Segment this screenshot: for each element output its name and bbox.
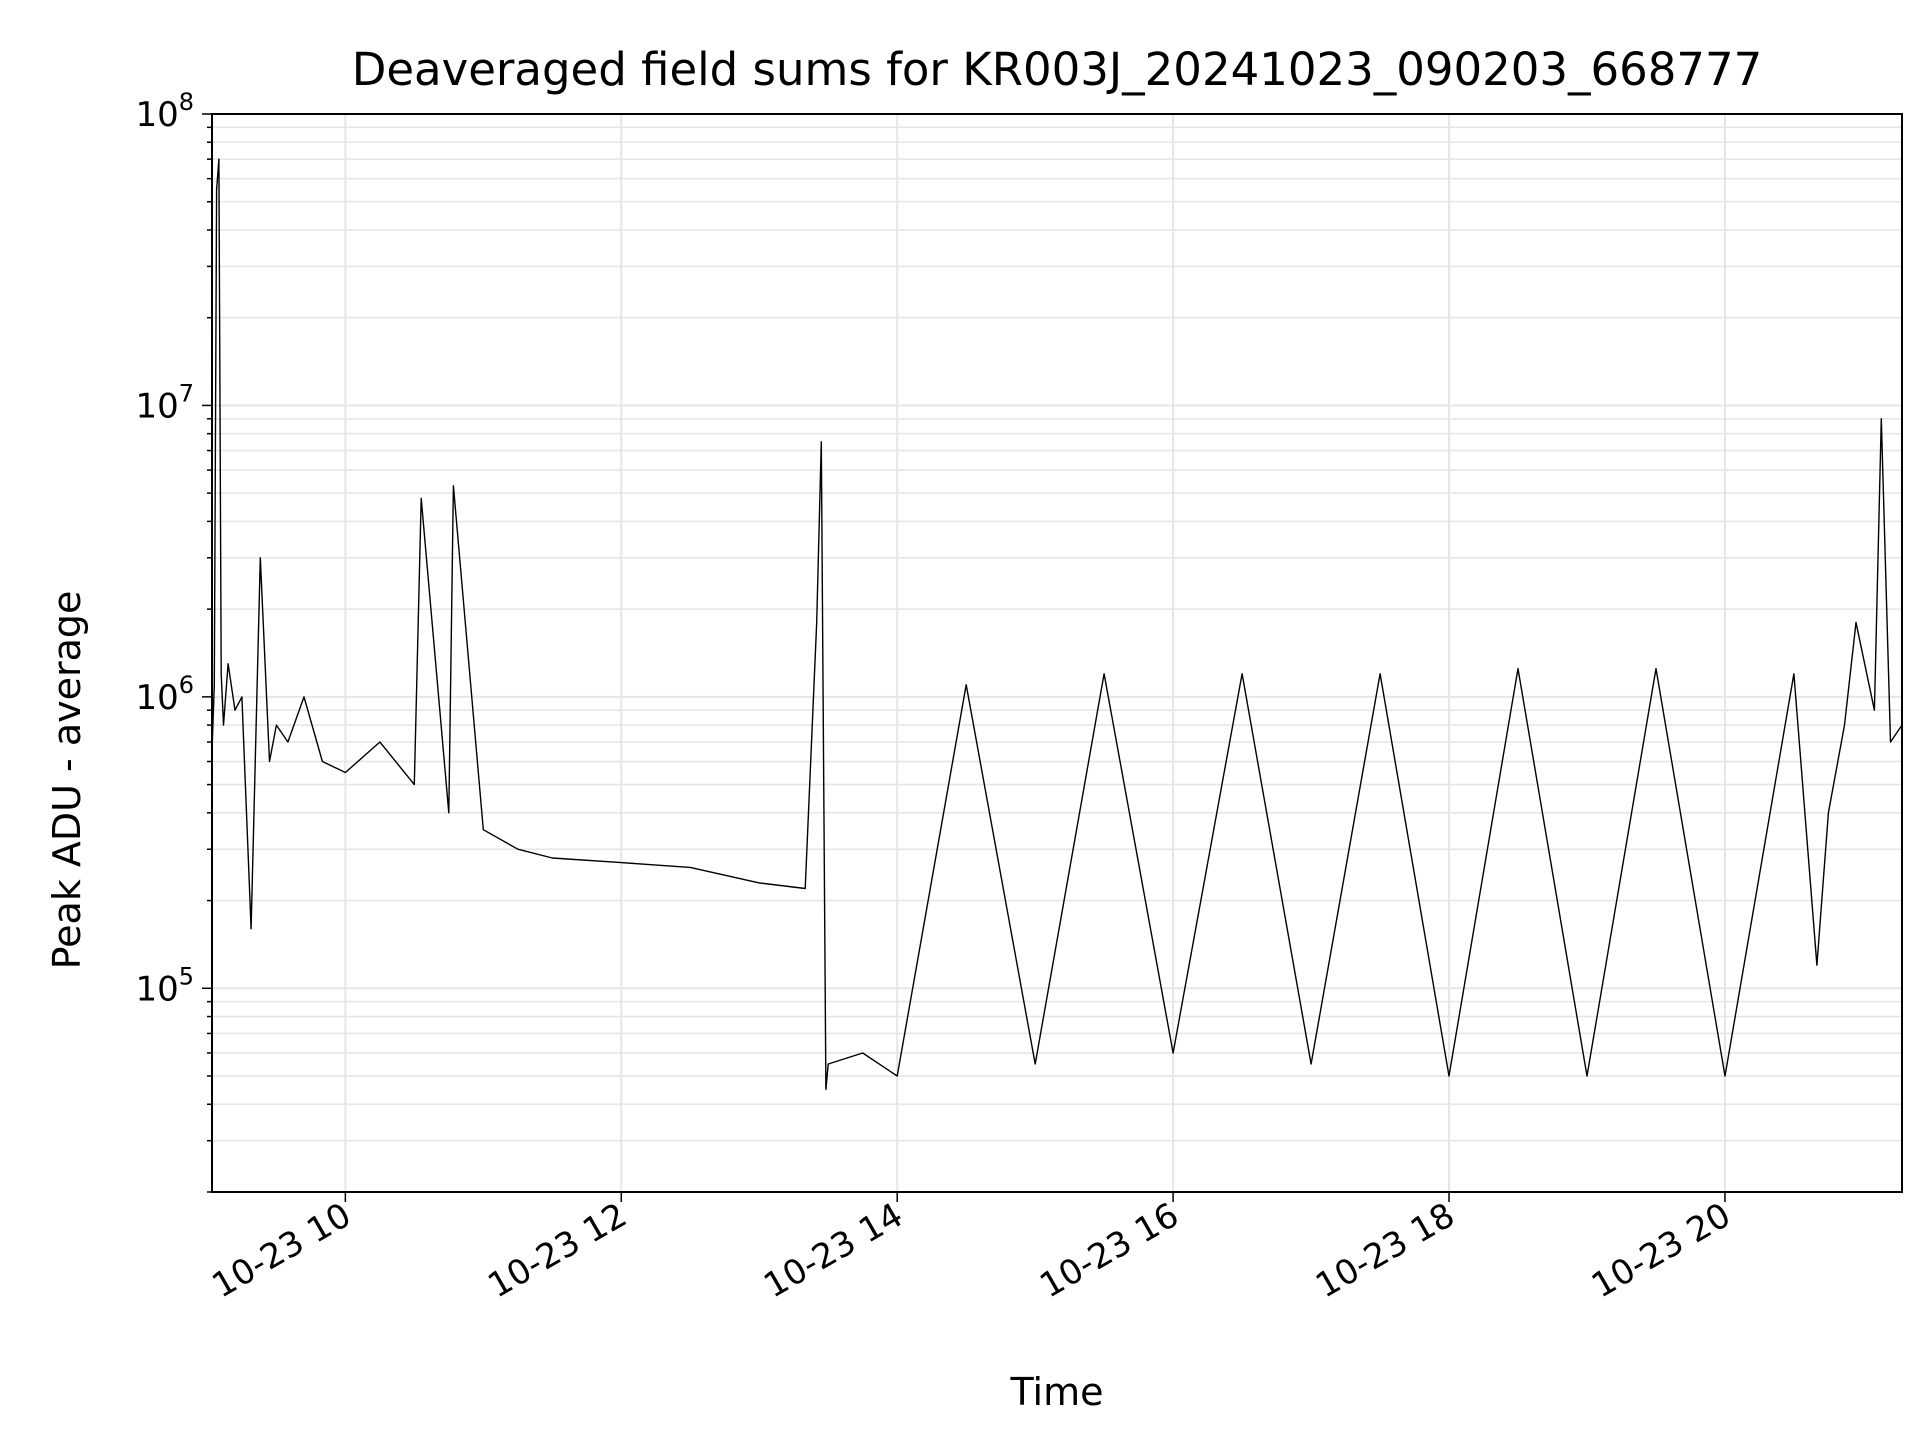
y-tick-label: 108 bbox=[135, 88, 194, 135]
x-axis-label: Time bbox=[1010, 1370, 1104, 1414]
y-tick-label: 105 bbox=[135, 962, 194, 1009]
y-tick-label: 106 bbox=[135, 671, 194, 718]
plot-frame bbox=[211, 113, 1903, 1193]
series-line-0 bbox=[211, 158, 1903, 1091]
chart-title: Deaveraged field sums for KR003J_2024102… bbox=[352, 43, 1763, 96]
y-axis-label: Peak ADU - average bbox=[45, 591, 89, 970]
y-tick-label: 107 bbox=[135, 379, 194, 426]
plot-area bbox=[211, 158, 1903, 1091]
